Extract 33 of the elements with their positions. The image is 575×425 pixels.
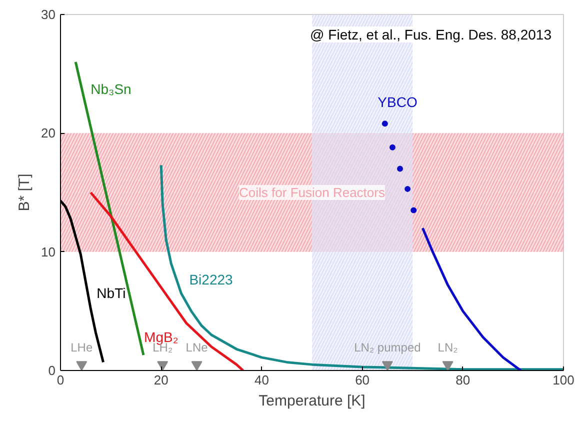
point	[410, 207, 417, 214]
x-tick-label: 80	[456, 372, 470, 388]
point	[157, 361, 168, 370]
point	[382, 120, 388, 127]
y-tick-label: 10	[41, 244, 56, 260]
series-label: NbTi	[96, 284, 126, 301]
band-label: Coils for Fusion Reactors	[239, 185, 386, 200]
data-label: LNe	[186, 340, 208, 355]
y-tick-label: 0	[48, 363, 56, 378]
point	[191, 361, 202, 370]
series-label: MgB₂	[144, 329, 178, 346]
point	[389, 144, 396, 150]
line-series	[421, 226, 522, 370]
x-tick-label: 100	[552, 372, 574, 388]
data-label: LN₂ pumped	[354, 340, 421, 355]
y-tick-label: 20	[41, 126, 56, 141]
x-tick-label: 40	[254, 372, 269, 388]
text: YBCO	[378, 94, 418, 110]
y-axis-title: B* [T]	[16, 174, 34, 212]
y-tick-label: 30	[41, 7, 56, 22]
point	[397, 166, 404, 172]
point	[404, 186, 411, 192]
point	[76, 361, 88, 370]
data-label: LN₂	[438, 340, 458, 355]
series-label: Bi2223	[189, 271, 234, 288]
series-label: Nb₃Sn	[90, 80, 132, 97]
x-axis-title: Temperature [K]	[258, 392, 366, 410]
x-tick-label: 60	[355, 372, 370, 388]
point	[442, 361, 454, 370]
x-tick-label: 20	[154, 372, 168, 388]
data-label: LHe	[70, 340, 93, 355]
annotation: @ Fietz, et al., Fus. Eng. Des. 88,2013	[310, 26, 552, 42]
point	[382, 361, 393, 370]
